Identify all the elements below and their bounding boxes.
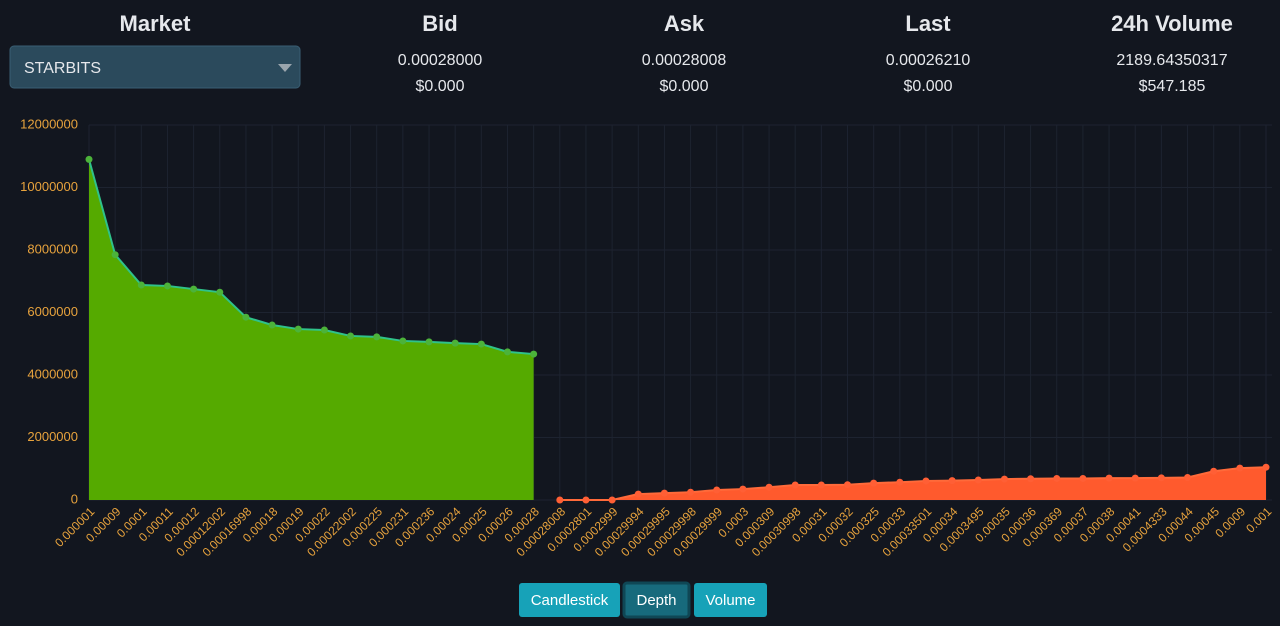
point bbox=[817, 481, 825, 489]
point bbox=[1262, 463, 1270, 471]
point bbox=[1027, 475, 1035, 483]
point bbox=[556, 496, 564, 504]
point bbox=[1053, 474, 1061, 482]
point bbox=[896, 478, 904, 486]
y-tick-label: 12000000 bbox=[20, 116, 78, 131]
point bbox=[582, 496, 590, 504]
point bbox=[844, 481, 852, 489]
point bbox=[294, 325, 302, 333]
column-title: 24h Volume bbox=[1111, 11, 1233, 36]
point bbox=[347, 332, 355, 340]
point bbox=[163, 282, 171, 290]
area-line bbox=[559, 466, 1267, 501]
market-dropdown[interactable]: STARBITS bbox=[9, 45, 301, 89]
point bbox=[1000, 475, 1008, 483]
button-label[interactable]: Volume bbox=[705, 592, 755, 609]
point bbox=[1210, 467, 1218, 475]
point bbox=[948, 477, 956, 485]
point bbox=[399, 337, 407, 345]
point bbox=[1079, 474, 1087, 482]
point bbox=[608, 496, 616, 504]
y-tick-label: 4000000 bbox=[27, 366, 78, 381]
button-box[interactable] bbox=[694, 583, 767, 617]
column-value: 2189.64350317 bbox=[1116, 52, 1227, 69]
point bbox=[634, 490, 642, 498]
point bbox=[320, 326, 328, 334]
point bbox=[1131, 474, 1139, 482]
tab-button[interactable]: Volume bbox=[694, 583, 767, 617]
column-usd: $0.000 bbox=[416, 78, 465, 95]
point bbox=[1236, 464, 1244, 472]
point bbox=[477, 340, 485, 348]
point bbox=[85, 155, 93, 163]
point bbox=[791, 481, 799, 489]
column-value: 0.00028000 bbox=[398, 52, 483, 69]
column-usd: $0.000 bbox=[904, 78, 953, 95]
point bbox=[216, 288, 224, 296]
point bbox=[870, 479, 878, 487]
point bbox=[739, 485, 747, 493]
button-label[interactable]: Depth bbox=[636, 592, 676, 609]
y-tick-label: 10000000 bbox=[20, 179, 78, 194]
dropdown-box[interactable] bbox=[9, 45, 301, 89]
y-tick-label: 0 bbox=[71, 491, 78, 506]
point bbox=[660, 489, 668, 497]
column-title: Last bbox=[905, 11, 951, 36]
point bbox=[687, 488, 695, 496]
point bbox=[713, 486, 721, 494]
column-title: Ask bbox=[664, 11, 705, 36]
y-tick-label: 8000000 bbox=[27, 241, 78, 256]
y-tick-label: 2000000 bbox=[27, 429, 78, 444]
point bbox=[190, 285, 198, 293]
point bbox=[765, 483, 773, 491]
tab-button[interactable]: Depth bbox=[622, 581, 691, 619]
tab-button[interactable]: Candlestick bbox=[519, 583, 620, 617]
point bbox=[1184, 474, 1192, 481]
point bbox=[503, 348, 511, 356]
point bbox=[111, 251, 119, 259]
button-box[interactable] bbox=[519, 583, 620, 617]
market-label: Market bbox=[120, 11, 192, 36]
column-usd: $0.000 bbox=[660, 78, 709, 95]
column-value: 0.00026210 bbox=[886, 52, 971, 69]
point bbox=[974, 476, 982, 484]
column-usd: $547.185 bbox=[1139, 78, 1206, 95]
point bbox=[1157, 474, 1165, 482]
point bbox=[530, 350, 538, 358]
point bbox=[137, 281, 145, 289]
dropdown-arrow[interactable] bbox=[278, 64, 292, 72]
column-value: 0.00028008 bbox=[642, 52, 727, 69]
point bbox=[373, 333, 381, 341]
point bbox=[242, 313, 250, 321]
column-title: Bid bbox=[422, 11, 457, 36]
point bbox=[922, 477, 930, 485]
area-line bbox=[88, 159, 534, 356]
button-box[interactable] bbox=[622, 581, 691, 619]
button-label[interactable]: Candlestick bbox=[531, 592, 609, 609]
point bbox=[451, 339, 459, 347]
dropdown-text[interactable]: STARBITS bbox=[24, 60, 101, 77]
point bbox=[268, 321, 276, 329]
area-fill bbox=[559, 467, 1266, 500]
point bbox=[425, 338, 433, 346]
point bbox=[1105, 474, 1113, 482]
y-tick-label: 6000000 bbox=[27, 304, 78, 319]
